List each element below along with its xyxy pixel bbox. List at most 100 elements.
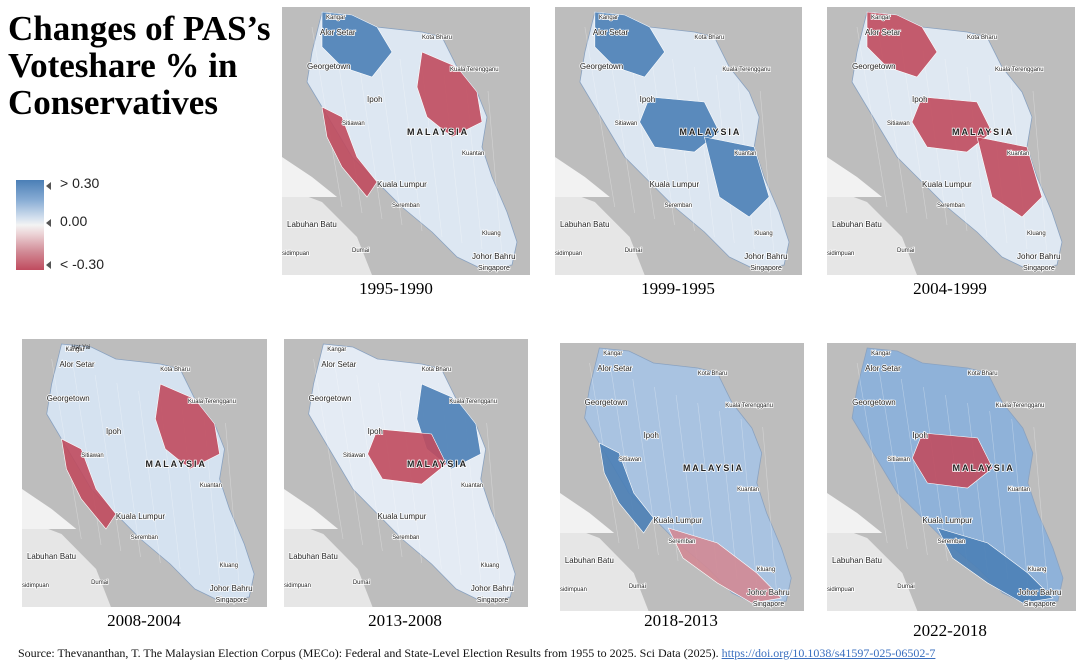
region-center: [911, 96, 993, 153]
place-label-ipoh: Ipoh: [368, 427, 383, 436]
region-south: [936, 527, 1054, 604]
place-label-singapore: Singapore: [750, 265, 782, 272]
place-label-seremban: Seremban: [937, 203, 965, 209]
district-boundary: [487, 90, 503, 256]
map-caption: 1999-1995: [641, 279, 715, 298]
place-label-labuhan_batu: Labuhan Batu: [565, 556, 614, 565]
place-label-singapore: Singapore: [1024, 601, 1056, 608]
map-panel: Kangar Alor Setar Kota Bharu Kuala Terengga…: [827, 343, 1076, 611]
place-label-kota_bharu: Kota Bharu: [968, 371, 998, 377]
district-boundary: [856, 26, 888, 208]
place-label-labuhan_batu: Labuhan Batu: [560, 220, 610, 229]
place-label-sidimpuan: sidimpuan: [22, 583, 49, 589]
place-label-kota_bharu: Kota Bharu: [160, 367, 190, 373]
district-boundary: [399, 58, 423, 232]
place-label-ipoh: Ipoh: [912, 431, 928, 440]
district-boundary: [1033, 426, 1049, 592]
legend-color-bar: [16, 180, 44, 270]
source-text: Source: Thevananthan, T. The Malaysian E…: [18, 646, 719, 660]
place-label-sidimpuan: sidimpuan: [282, 251, 309, 257]
place-label-kangar: Kangar: [65, 347, 84, 353]
region-north: [321, 11, 393, 78]
place-label-kuala_lumpur: Kuala Lumpur: [116, 512, 165, 521]
map-svg: Kangar Alor Setar Kota Bharu Kuala Terengga…: [282, 11, 518, 275]
place-label-sidimpuan: sidimpuan: [284, 583, 311, 589]
sumatra-landmass: [22, 519, 111, 607]
place-label-seremban: Seremban: [668, 539, 695, 545]
region-west_coast: [61, 438, 117, 530]
map-svg: Kangar Alor Setar Kota Bharu Kuala Terengga…: [560, 347, 792, 611]
place-label-kuala_terengganu: Kuala Terengganu: [449, 399, 497, 405]
place-label-labuhan_batu: Labuhan Batu: [27, 552, 76, 561]
region-west_coast: [598, 442, 654, 534]
strait-sea: [827, 493, 883, 533]
strait-sea: [560, 493, 615, 533]
place-label-kluang: Kluang: [1028, 567, 1047, 573]
legend-high-label: > 0.30: [60, 175, 100, 191]
place-label-kuantan: Kuantan: [1008, 487, 1030, 493]
place-label-kluang: Kluang: [481, 563, 499, 569]
map-caption: 2022-2018: [913, 621, 987, 640]
region-center: [912, 432, 994, 489]
place-label-malaysia: MALAYSIA: [407, 127, 469, 137]
place-label-kota_bharu: Kota Bharu: [698, 371, 727, 377]
legend-mid-label: 0.00: [60, 213, 88, 229]
region-south: [667, 527, 782, 604]
place-label-ipoh: Ipoh: [640, 95, 655, 104]
district-boundary: [356, 374, 383, 552]
place-label-malaysia: MALAYSIA: [679, 127, 741, 137]
place-label-seremban: Seremban: [665, 203, 692, 209]
region-north: [594, 11, 665, 78]
place-label-kuantan: Kuantan: [461, 483, 483, 489]
place-label-sitiawan: Sitiawan: [615, 121, 638, 127]
map-panel: Kangar Alor Setar Kota Bharu Kuala Terengga…: [282, 7, 530, 275]
place-label-kuala_lumpur: Kuala Lumpur: [377, 180, 427, 189]
place-label-alor_setar: Alor Setar: [593, 28, 629, 37]
place-label-labuhan_batu: Labuhan Batu: [832, 556, 882, 565]
place-label-sitiawan: Sitiawan: [887, 457, 910, 463]
district-boundary: [334, 366, 364, 546]
place-label-seremban: Seremban: [392, 203, 420, 209]
place-label-labuhan_batu: Labuhan Batu: [289, 552, 338, 561]
region-southeast: [976, 136, 1043, 218]
sumatra-landmass: [560, 523, 649, 611]
source-doi-link[interactable]: https://doi.org/10.1038/s41597-025-06502…: [721, 646, 936, 660]
district-boundary: [762, 426, 777, 592]
legend-low-label: < -0.30: [60, 256, 104, 272]
place-label-kluang: Kluang: [754, 231, 773, 237]
source-citation: Source: Thevananthan, T. The Malaysian E…: [18, 646, 935, 661]
map-svg: Kangar Alor Setar Kota Bharu Kuala Terengga…: [827, 347, 1064, 611]
map-svg: Kangar Alor Setar Kota Bharu Kuala Terengga…: [284, 343, 516, 607]
place-label-kuala_terengganu: Kuala Terengganu: [725, 403, 773, 409]
map-svg: Kangar Alor Setar Kota Bharu Kuala Terengga…: [555, 11, 790, 275]
place-label-kangar: Kangar: [871, 351, 890, 357]
legend-tick-mid: [46, 219, 51, 227]
place-label-sidimpuan: sidimpuan: [560, 587, 587, 593]
place-label-georgetown: Georgetown: [309, 394, 352, 403]
district-boundary: [901, 378, 928, 556]
map-caption: 2018-2013: [644, 611, 718, 630]
place-label-singapore: Singapore: [477, 597, 509, 604]
place-label-georgetown: Georgetown: [852, 62, 896, 71]
place-label-singapore: Singapore: [753, 601, 785, 608]
place-label-kangar: Kangar: [326, 15, 345, 21]
place-label-johor_bahru: Johor Bahru: [471, 584, 514, 593]
place-label-johor_bahru: Johor Bahru: [210, 584, 253, 593]
place-label-alor_setar: Alor Setar: [60, 360, 95, 369]
place-label-dumai: Dumai: [352, 248, 369, 254]
place-label-georgetown: Georgetown: [580, 62, 623, 71]
place-label-kluang: Kluang: [220, 563, 238, 569]
place-label-kuala_terengganu: Kuala Terengganu: [996, 403, 1045, 409]
place-label-kota_bharu: Kota Bharu: [967, 35, 997, 41]
strait-sea: [282, 157, 337, 197]
place-label-singapore: Singapore: [216, 597, 248, 604]
place-label-johor_bahru: Johor Bahru: [747, 588, 790, 597]
legend-tick-high: [46, 182, 51, 190]
place-label-kuala_terengganu: Kuala Terengganu: [450, 67, 499, 73]
strait-sea: [827, 157, 882, 197]
map-caption: 2013-2008: [368, 611, 442, 630]
place-label-georgetown: Georgetown: [307, 62, 351, 71]
place-label-alor_setar: Alor Setar: [865, 28, 901, 37]
place-label-kota_bharu: Kota Bharu: [694, 35, 724, 41]
place-label-georgetown: Georgetown: [852, 398, 896, 407]
